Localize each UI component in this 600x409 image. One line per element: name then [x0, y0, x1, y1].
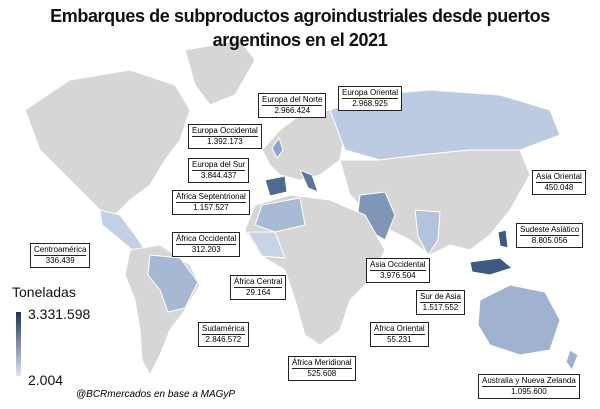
- region-value: 8.805.056: [520, 235, 580, 246]
- region-value: 2.846.572: [202, 334, 245, 345]
- region-name: Australia y Nueva Zelanda: [482, 376, 576, 385]
- region-value: 1.392.173: [192, 136, 258, 147]
- region-value: 1.517.552: [420, 302, 461, 313]
- region-name: Europa del Norte: [262, 95, 323, 104]
- region-name: África Occidental: [176, 234, 237, 243]
- greenland: [184, 39, 256, 106]
- italy: [299, 169, 319, 193]
- region-label: Europa del Norte 2.966.424: [258, 93, 327, 118]
- source: @BCRmercados en base a MAGyP: [76, 389, 236, 400]
- region-label: Europa Oriental 2.968.925: [338, 86, 403, 111]
- region-value: 1.095.600: [482, 386, 576, 397]
- title-line: Embarques de subproductos agroindustrial…: [50, 6, 550, 26]
- west-africa: [247, 231, 286, 259]
- africa: [244, 194, 386, 346]
- region-label: Australia y Nueva Zelanda 1.095.600: [478, 374, 580, 399]
- region-label: Europa Occidental 1.392.173: [188, 124, 262, 149]
- region-name: África Septentrional: [176, 192, 246, 201]
- north-africa: [254, 197, 306, 233]
- region-name: Asia Oriental: [536, 172, 582, 181]
- region-value: 525.608: [292, 368, 352, 379]
- region-label: África Central 29.164: [230, 275, 287, 300]
- region-value: 450.048: [536, 182, 582, 193]
- region-name: África Meridional: [292, 358, 352, 367]
- region-value: 1.157.527: [176, 202, 246, 213]
- region-name: Sudeste Asiático: [520, 225, 580, 234]
- region-value: 2.966.424: [262, 105, 323, 116]
- indonesia: [469, 257, 514, 276]
- brazil: [147, 254, 199, 313]
- india: [414, 209, 441, 256]
- region-value: 312.203: [176, 244, 237, 255]
- spain: [264, 175, 288, 197]
- region-label: Centroamérica 336.439: [30, 243, 91, 268]
- region-label: África Meridional 525.608: [288, 356, 356, 381]
- legend-min: 2.004: [28, 372, 64, 388]
- region-name: Centroamérica: [34, 245, 87, 254]
- region-name: Asia Occidental: [370, 260, 426, 269]
- region-label: África Septentrional 1.157.527: [172, 190, 250, 215]
- legend-max: 3.331.598: [28, 306, 91, 322]
- region-name: Europa Occidental: [192, 126, 258, 135]
- philippines: [497, 229, 509, 249]
- region-label: Sur de Asia 1.517.552: [416, 290, 465, 315]
- region-value: 2.968.925: [342, 98, 399, 109]
- australia: [477, 284, 561, 356]
- region-name: Europa del Sur: [192, 160, 246, 169]
- region-value: 29.164: [234, 287, 283, 298]
- region-label: Sudeste Asiático 8.805.056: [516, 223, 584, 248]
- region-label: África Oriental 55.231: [370, 322, 429, 347]
- new-zealand: [565, 349, 579, 372]
- legend-gradient: [16, 312, 21, 376]
- north-america: [24, 69, 191, 216]
- region-value: 3.976.504: [370, 270, 426, 281]
- region-value: 3.844.437: [192, 170, 246, 181]
- region-name: África Oriental: [374, 324, 425, 333]
- region-name: Sur de Asia: [420, 292, 461, 301]
- central-america: [99, 209, 146, 253]
- region-name: Europa Oriental: [342, 88, 399, 97]
- region-label: Asia Occidental 3.976.504: [366, 258, 430, 283]
- uk: [271, 136, 284, 159]
- region-label: Asia Oriental 450.048: [532, 170, 586, 195]
- legend-title: Toneladas: [12, 284, 76, 300]
- region-label: África Occidental 312.203: [172, 232, 241, 257]
- region-name: África Central: [234, 277, 283, 286]
- region-label: Sudamérica 2.846.572: [198, 322, 249, 347]
- region-value: 55.231: [374, 334, 425, 345]
- region-value: 336.439: [34, 255, 87, 266]
- region-label: Europa del Sur 3.844.437: [188, 158, 250, 183]
- title-line: argentinos en el 2021: [212, 30, 388, 50]
- region-name: Sudamérica: [202, 324, 245, 333]
